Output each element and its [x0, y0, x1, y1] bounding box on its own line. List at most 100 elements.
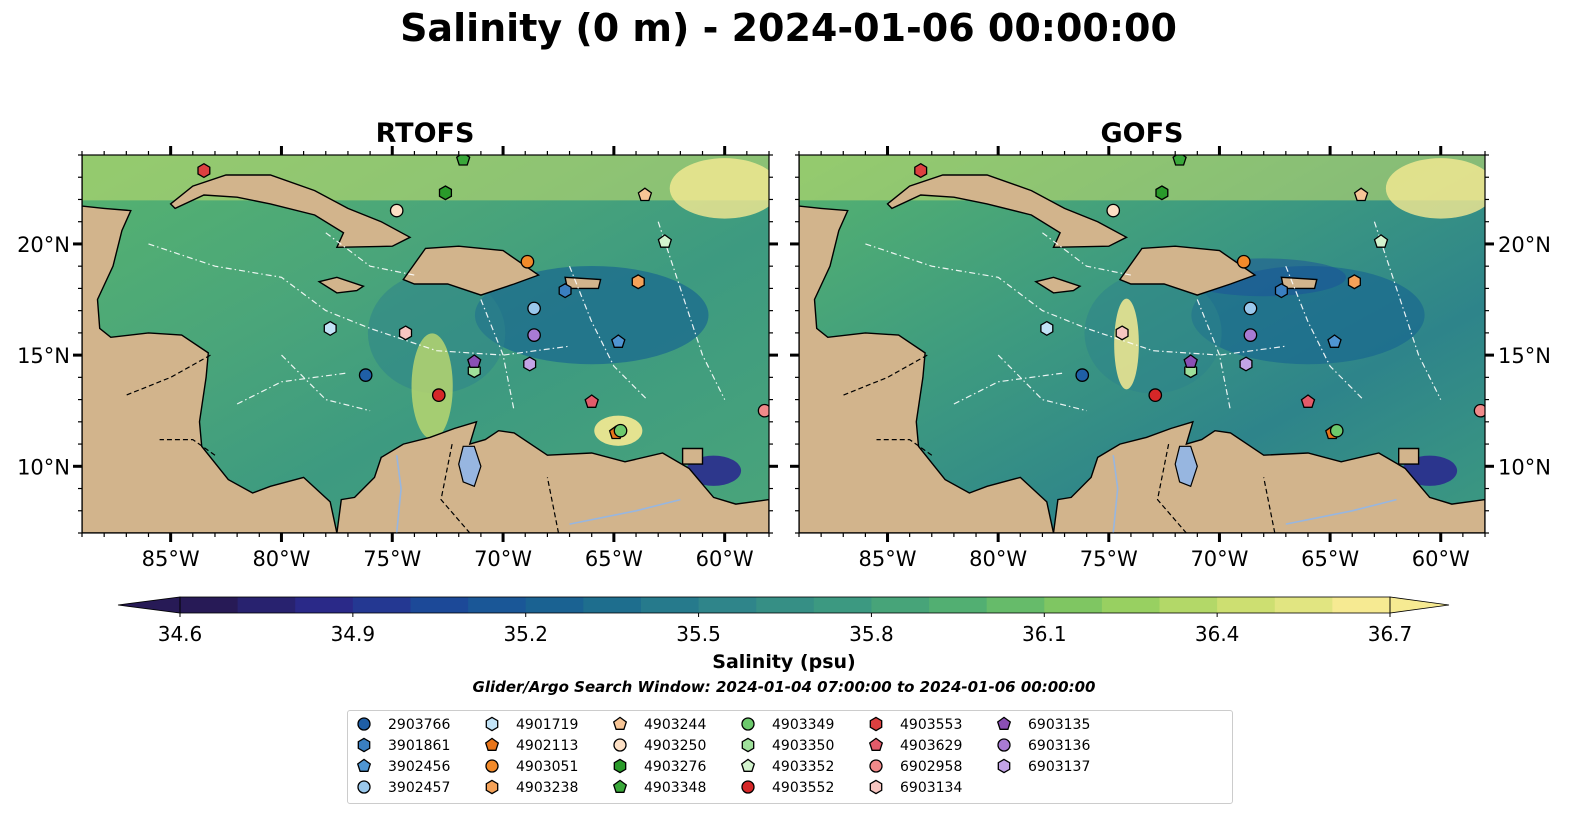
- legend-label: 6902958: [900, 759, 962, 775]
- eez-boundary: [865, 243, 1286, 356]
- legend-marker: [485, 779, 499, 795]
- high-salinity-ne: [669, 158, 769, 219]
- legend-entry-6903134: 6903134: [869, 779, 962, 796]
- land-central-america: [799, 155, 1055, 533]
- y-tick-label-right: 15°N: [1498, 344, 1551, 368]
- x-tick-label: 70°W: [1190, 547, 1248, 571]
- legend-entry-4903552: 4903552: [741, 780, 834, 796]
- legend-marker: [740, 758, 756, 772]
- platform-marker-6903136: [527, 328, 541, 342]
- legend-entry-6902958: 6902958: [869, 759, 962, 775]
- map-panel-gofs: 85°W 80°W 75°W 70°W 65°W 60°W 10°N 15°N 20°N: [790, 146, 1551, 571]
- legend-entry-6903137: 6903137: [997, 758, 1090, 775]
- legend-entry-4903348: 4903348: [612, 779, 706, 796]
- legend-entry-2903766: 2903766: [357, 717, 450, 733]
- legend-label: 4903238: [516, 780, 578, 796]
- platform-marker-4903352: [657, 234, 673, 248]
- colorbar-segment: [583, 597, 642, 613]
- colorbar-tick-label: 35.5: [676, 622, 721, 646]
- platform-marker-3901861: [1274, 283, 1288, 299]
- colorbar-frame: [179, 596, 1391, 614]
- platform-marker-4903348: [1172, 155, 1187, 166]
- legend-entries: 2903766 3901861 3902456 3902457 4901719 49021…: [356, 716, 1090, 796]
- legend-label: 4903629: [900, 738, 962, 754]
- legend-entry-6903136: 6903136: [997, 738, 1090, 754]
- map-frame: [798, 154, 1486, 534]
- legend-label: 6903135: [1028, 717, 1090, 733]
- eez-boundary: [325, 232, 415, 276]
- legend-marker: [484, 737, 500, 751]
- river-orinoco: [1285, 498, 1397, 525]
- platform-marker-4903352: [1373, 234, 1389, 248]
- legend-entry-4903250: 4903250: [613, 738, 706, 754]
- legend-label: 3902457: [388, 780, 450, 796]
- platform-marker-2903766: [1075, 368, 1090, 382]
- platform-marker-3902456: [1327, 334, 1342, 348]
- platform-marker-4903349: [1329, 423, 1344, 438]
- platform-legend: 2903766 3901861 3902456 3902457 4901719 49021…: [347, 710, 1233, 804]
- legend-label: 4903553: [900, 717, 962, 733]
- legend-label: 3902456: [388, 759, 450, 775]
- colorbar-tick-label: 36.7: [1368, 622, 1413, 646]
- land-trinidad: [681, 447, 704, 465]
- platform-marker-6903135: [467, 354, 482, 368]
- platform-marker-6903137: [1239, 356, 1253, 372]
- lake-maracaibo: [1174, 445, 1198, 488]
- legend-marker: [741, 737, 755, 753]
- x-tick-label: 85°W: [859, 547, 917, 571]
- eez-boundary: [1042, 232, 1132, 276]
- legend-label: 2903766: [388, 717, 450, 733]
- legend-marker: [869, 716, 883, 732]
- eez-boundary: [1373, 221, 1442, 400]
- colorbar-segment: [295, 597, 354, 613]
- x-tick-label: 70°W: [474, 547, 532, 571]
- platform-marker-6903137: [523, 356, 537, 372]
- legend-entry-6903135: 6903135: [996, 716, 1090, 733]
- land-jamaica: [317, 276, 365, 294]
- land-cuba: [169, 174, 412, 249]
- colorbar-segment: [237, 597, 296, 613]
- legend-marker: [869, 779, 883, 795]
- colorbar-segment: [698, 597, 757, 613]
- y-tick-label-right: 10°N: [1498, 455, 1551, 479]
- high-salinity-ne: [1385, 158, 1485, 219]
- legend-label: 4903276: [644, 759, 706, 775]
- platform-marker-4903250: [1106, 203, 1121, 218]
- legend-marker: [612, 779, 628, 793]
- legend-marker: [741, 780, 755, 794]
- land-hispaniola: [402, 245, 541, 296]
- lake-maracaibo: [458, 445, 482, 488]
- colorbar-label: Salinity (psu): [712, 651, 855, 673]
- eez-boundary: [953, 372, 1065, 405]
- legend-entry-4903629: 4903629: [868, 737, 962, 754]
- legend-marker: [869, 759, 883, 773]
- platform-marker-4903244: [637, 187, 653, 202]
- legend-entry-4903350: 4903350: [741, 737, 834, 754]
- colorbar-segment: [525, 597, 584, 613]
- platform-marker-4903552: [1148, 388, 1163, 402]
- eez-boundary: [1285, 265, 1364, 401]
- panel-title-rtofs: RTOFS: [375, 118, 475, 149]
- legend-entry-4903553: 4903553: [869, 716, 962, 733]
- legend-label: 6903136: [1028, 738, 1090, 754]
- colorbar-segment: [410, 597, 469, 613]
- colorbar-segment: [1101, 597, 1161, 613]
- colorbar-segment: [1159, 597, 1218, 613]
- platform-marker-4901719: [323, 320, 337, 337]
- platform-marker-4903553: [197, 162, 211, 179]
- country-border: [1263, 477, 1276, 533]
- platform-marker-3902457: [1243, 301, 1258, 316]
- legend-marker: [612, 716, 628, 730]
- x-tick-label: 60°W: [696, 547, 754, 571]
- colorbar-segment: [180, 597, 239, 613]
- legend-label: 4901719: [516, 717, 578, 733]
- legend-label: 4903250: [644, 738, 706, 754]
- platform-marker-4903238: [631, 274, 645, 290]
- x-tick-label: 65°W: [1301, 547, 1359, 571]
- legend-marker: [613, 738, 627, 752]
- colorbar-extend-min: [117, 596, 181, 614]
- platform-marker-4903276: [438, 185, 453, 201]
- y-tick-label-left: 10°N: [17, 455, 70, 479]
- colorbar-segment: [756, 597, 815, 613]
- colorbar-tick-label: 36.1: [1022, 622, 1067, 646]
